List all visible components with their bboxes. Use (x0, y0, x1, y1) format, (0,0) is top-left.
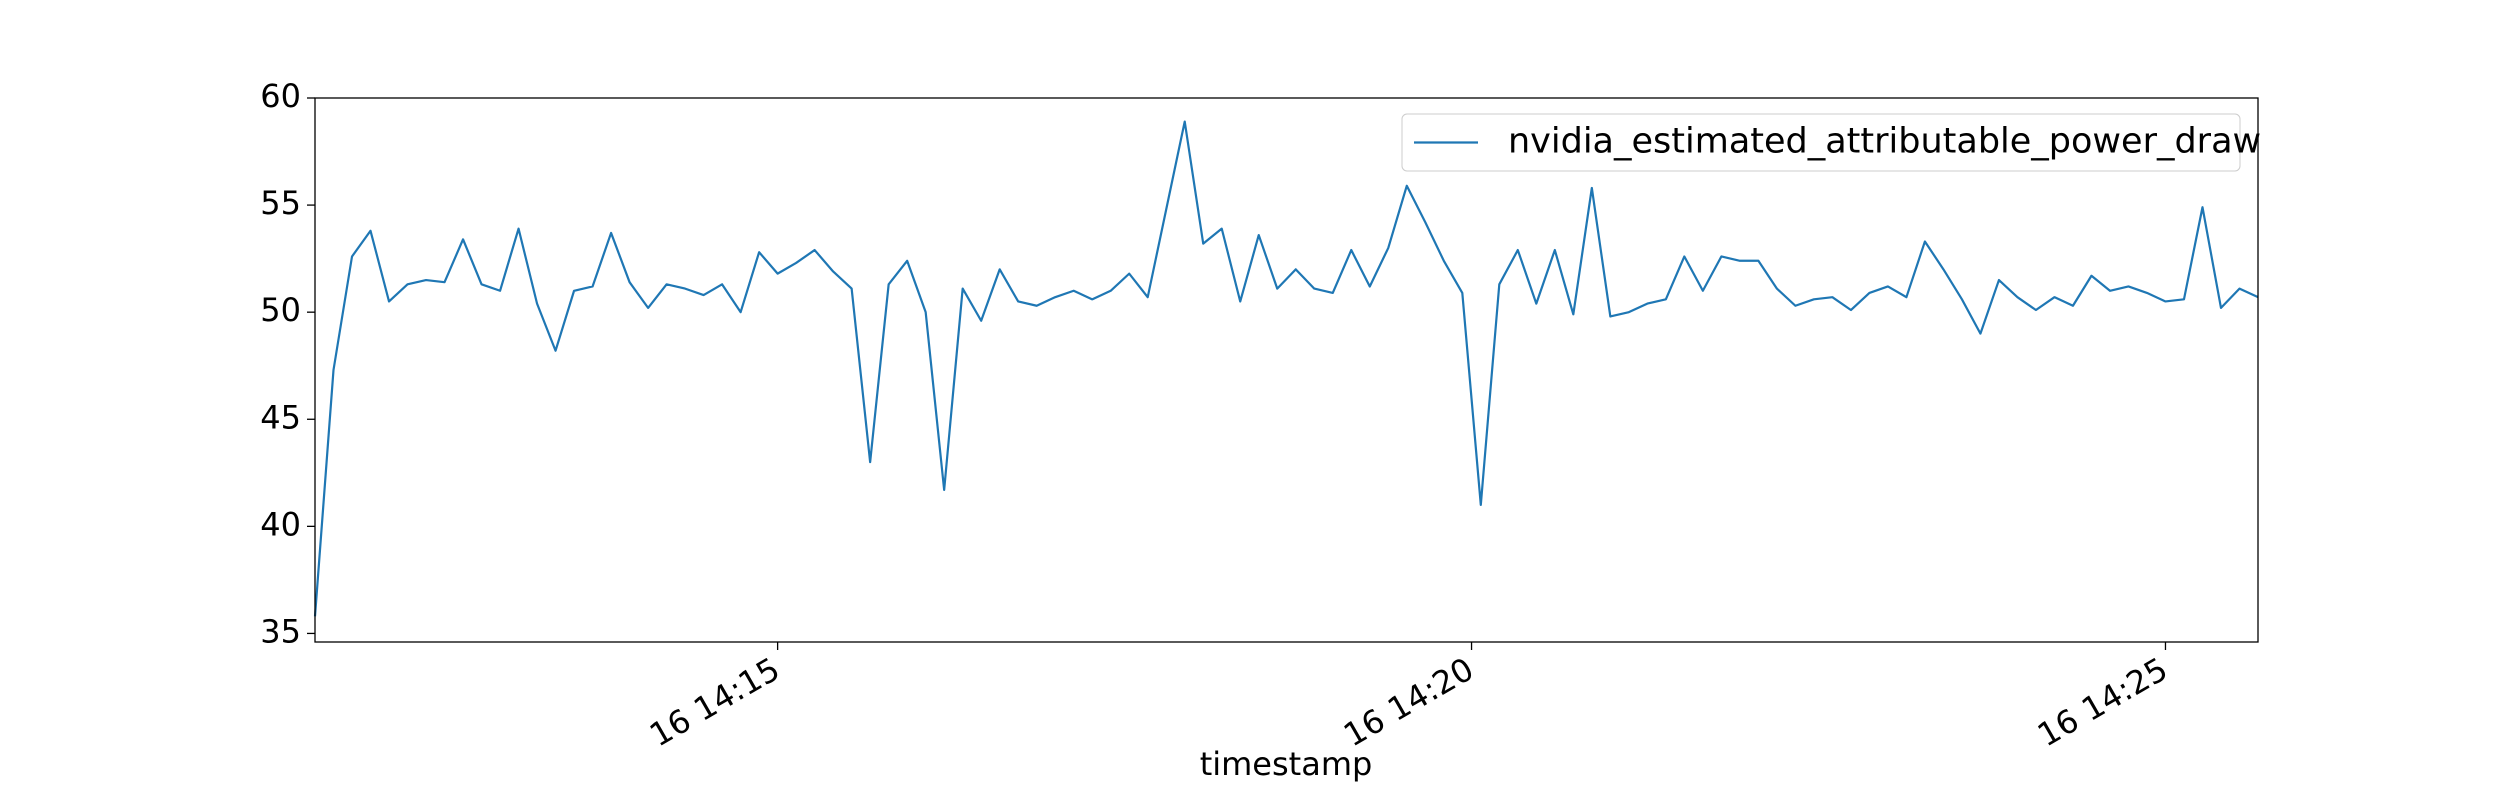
y-tick-label: 50 (260, 291, 301, 329)
y-tick-label: 55 (260, 184, 301, 222)
x-tick-label: 16 14:15 (643, 650, 786, 754)
y-tick-label: 60 (260, 77, 301, 115)
y-tick-label: 45 (260, 398, 301, 436)
legend-box (1401, 113, 2241, 172)
x-tick-label: 16 14:25 (2031, 650, 2174, 754)
x-tick-label: 16 14:20 (1337, 650, 1480, 754)
x-axis-label: timestamp (1200, 745, 1373, 783)
y-tick-label: 40 (260, 505, 301, 543)
legend: nvidia_estimated_attributable_power_draw (1401, 113, 2261, 172)
plot-frame (314, 97, 2259, 643)
y-tick-label: 35 (260, 612, 301, 650)
series-line (313, 120, 2259, 617)
legend-label: nvidia_estimated_attributable_power_draw (1508, 122, 2261, 162)
